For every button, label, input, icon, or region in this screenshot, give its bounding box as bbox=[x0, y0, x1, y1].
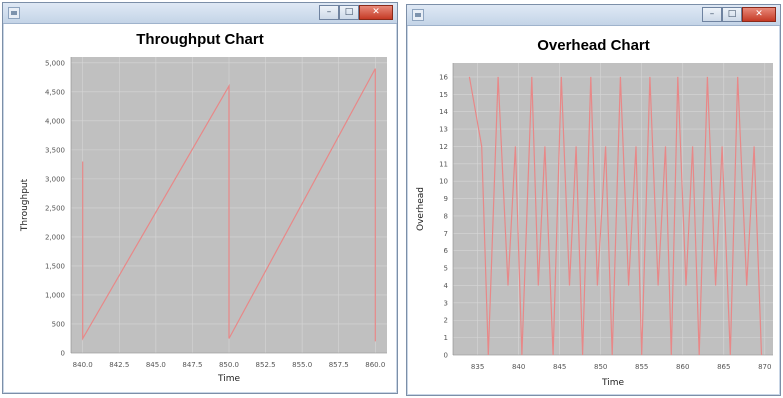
y-tick-label: 3,000 bbox=[45, 175, 65, 183]
window-titlebar[interactable]: – □ ✕ bbox=[407, 5, 780, 26]
x-tick-label: 845 bbox=[553, 363, 566, 371]
y-tick-label: 12 bbox=[439, 143, 448, 151]
x-tick-label: 842.5 bbox=[109, 361, 129, 369]
maximize-button[interactable]: □ bbox=[339, 5, 359, 20]
y-tick-label: 1,000 bbox=[45, 291, 65, 299]
y-tick-label: 14 bbox=[439, 108, 448, 116]
x-tick-label: 865 bbox=[717, 363, 730, 371]
y-tick-label: 4,500 bbox=[45, 88, 65, 96]
y-tick-label: 2,500 bbox=[45, 204, 65, 212]
x-tick-label: 855 bbox=[635, 363, 648, 371]
y-tick-label: 2,000 bbox=[45, 233, 65, 241]
y-tick-label: 4,000 bbox=[45, 117, 65, 125]
y-tick-label: 8 bbox=[444, 212, 448, 220]
chart-title: Throughput Chart bbox=[136, 31, 264, 48]
y-tick-label: 15 bbox=[439, 91, 448, 99]
y-tick-label: 3,500 bbox=[45, 146, 65, 154]
app-window-icon bbox=[8, 7, 20, 19]
x-tick-label: 855.0 bbox=[292, 361, 312, 369]
throughput-chart: 0 500 1,000 1,500 2,000 2,500 3,000 3,500 4,000 4… bbox=[20, 57, 387, 384]
overhead-chart-window: – □ ✕ Overhead Chart 0 1 2 3 4 5 6 7 8 9 10 11 12 13 1… bbox=[406, 4, 781, 396]
minimize-button[interactable]: – bbox=[702, 7, 722, 22]
throughput-chart-window: – □ ✕ Throughput Chart 0 500 1,000 1,500 2,0… bbox=[2, 2, 398, 394]
y-tick-label: 6 bbox=[444, 247, 449, 255]
y-tick-label: 3 bbox=[444, 299, 448, 307]
x-tick-label: 857.5 bbox=[329, 361, 349, 369]
y-tick-label: 10 bbox=[439, 178, 448, 186]
window-titlebar[interactable]: – □ ✕ bbox=[3, 3, 397, 24]
y-tick-label: 2 bbox=[444, 317, 448, 325]
x-tick-label: 840.0 bbox=[73, 361, 93, 369]
y-tick-label: 1,500 bbox=[45, 262, 65, 270]
x-tick-label: 835 bbox=[471, 363, 484, 371]
y-tick-label: 9 bbox=[444, 195, 448, 203]
x-tick-label: 850.0 bbox=[219, 361, 239, 369]
window-controls: – □ ✕ bbox=[702, 7, 776, 22]
chart-title: Overhead Chart bbox=[537, 37, 650, 54]
close-button[interactable]: ✕ bbox=[742, 7, 776, 22]
x-axis-label: Time bbox=[217, 374, 240, 384]
y-axis-label: Overhead bbox=[416, 187, 426, 231]
minimize-button[interactable]: – bbox=[319, 5, 339, 20]
x-tick-label: 845.0 bbox=[146, 361, 166, 369]
close-button[interactable]: ✕ bbox=[359, 5, 393, 20]
y-tick-label: 5,000 bbox=[45, 59, 65, 67]
x-tick-label: 860.0 bbox=[365, 361, 385, 369]
app-window-icon bbox=[412, 9, 424, 21]
x-axis-label: Time bbox=[601, 378, 624, 388]
x-tick-label: 860 bbox=[676, 363, 689, 371]
y-tick-label: 1 bbox=[444, 334, 448, 342]
x-tick-label: 852.5 bbox=[256, 361, 276, 369]
y-tick-label: 0 bbox=[61, 350, 65, 358]
y-tick-label: 16 bbox=[439, 73, 448, 81]
y-tick-label: 500 bbox=[52, 320, 65, 328]
x-tick-label: 847.5 bbox=[182, 361, 202, 369]
y-tick-label: 7 bbox=[444, 230, 448, 238]
window-controls: – □ ✕ bbox=[319, 5, 393, 20]
y-tick-label: 0 bbox=[444, 352, 448, 360]
series-line bbox=[468, 76, 763, 356]
x-tick-label: 870 bbox=[758, 363, 771, 371]
x-tick-label: 850 bbox=[594, 363, 607, 371]
series-line bbox=[82, 68, 376, 342]
y-tick-label: 4 bbox=[444, 282, 449, 290]
maximize-button[interactable]: □ bbox=[722, 7, 742, 22]
y-tick-label: 5 bbox=[444, 265, 448, 273]
y-tick-label: 11 bbox=[439, 160, 448, 168]
x-tick-label: 840 bbox=[512, 363, 525, 371]
y-tick-label: 13 bbox=[439, 126, 448, 134]
y-axis-label: Throughput bbox=[20, 178, 30, 232]
